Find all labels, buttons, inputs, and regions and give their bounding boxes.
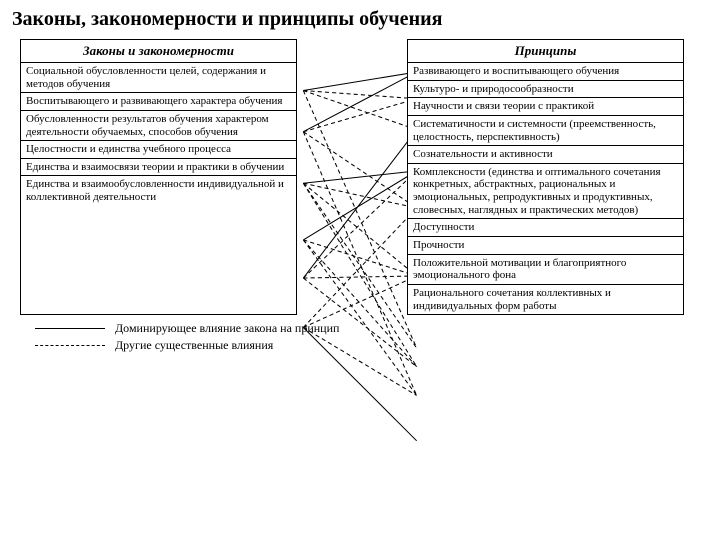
- left-cell: Единства и взаимообусловленности индивид…: [21, 176, 296, 205]
- right-cell: Развивающего и воспитывающего обучения: [408, 63, 683, 81]
- left-header: Законы и закономерности: [21, 40, 296, 63]
- page-title: Законы, закономерности и принципы обучен…: [0, 0, 720, 39]
- legend-solid-label: Доминирующее влияние закона на принцип: [115, 321, 339, 336]
- right-cell: Рационального сочетания коллективных и и…: [408, 285, 683, 314]
- left-cell: Целостности и единства учебного процесса: [21, 141, 296, 159]
- solid-line-icon: [35, 328, 105, 329]
- legend: Доминирующее влияние закона на принцип Д…: [35, 321, 720, 353]
- left-cell: Социальной обусловленности целей, содерж…: [21, 63, 296, 93]
- right-cell: Научности и связи теории с практикой: [408, 98, 683, 116]
- right-cell: Доступности: [408, 219, 683, 237]
- right-column: Принципы Развивающего и воспитывающего о…: [407, 39, 684, 315]
- diagram-wrap: Законы и закономерности Социальной обусл…: [0, 39, 720, 315]
- legend-dashed-label: Другие существенные влияния: [115, 338, 273, 353]
- left-cell: Воспитывающего и развивающего характера …: [21, 93, 296, 111]
- right-cell: Положительной мотивации и благоприятного…: [408, 255, 683, 285]
- dashed-line-icon: [35, 345, 105, 346]
- right-cell: Комплексности (единства и оптимального с…: [408, 164, 683, 220]
- legend-dashed: Другие существенные влияния: [35, 338, 720, 353]
- left-cell: Единства и взаимосвязи теории и практики…: [21, 159, 296, 177]
- left-cell: Обусловленности результатов обучения хар…: [21, 111, 296, 141]
- legend-solid: Доминирующее влияние закона на принцип: [35, 321, 720, 336]
- right-cell: Сознательности и активности: [408, 146, 683, 164]
- right-cell: Прочности: [408, 237, 683, 255]
- right-cell: Культуро- и природосообразности: [408, 81, 683, 99]
- right-cell: Систематичности и системности (преемстве…: [408, 116, 683, 146]
- left-column: Законы и закономерности Социальной обусл…: [20, 39, 297, 315]
- columns: Законы и закономерности Социальной обусл…: [20, 39, 700, 315]
- right-header: Принципы: [408, 40, 683, 63]
